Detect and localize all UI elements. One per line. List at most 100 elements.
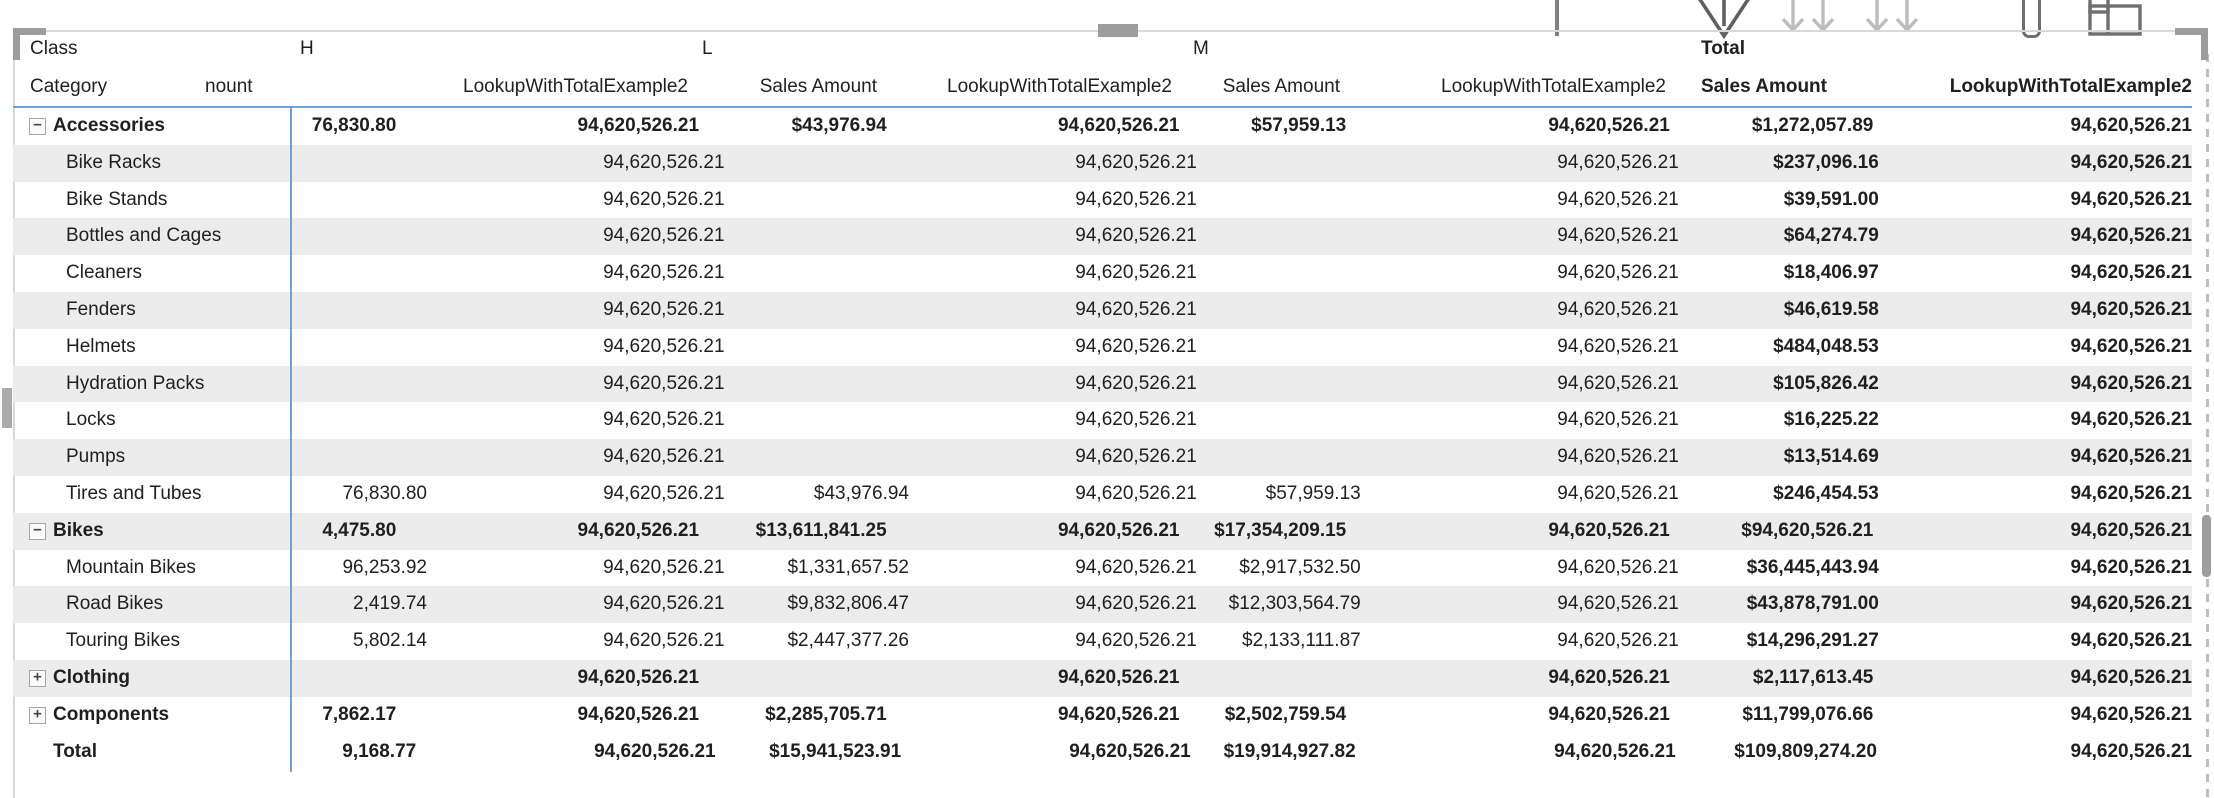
value-cell[interactable]: 94,620,526.21 [1557, 630, 1679, 652]
value-cell[interactable]: $46,619.58 [1783, 298, 1879, 320]
value-cell[interactable]: $39,591.00 [1783, 188, 1879, 210]
expand-toggle-icon[interactable]: + [29, 706, 46, 724]
value-cell[interactable]: 94,620,526.21 [1075, 225, 1197, 247]
matrix-row-road-bikes[interactable]: Road Bikes 2,419.74 94,620,526.21 $9,832,80… [13, 586, 2192, 624]
value-cell[interactable]: 94,620,526.21 [603, 151, 725, 173]
pin-icon[interactable] [2022, 0, 2041, 38]
value-cell[interactable]: 94,620,526.21 [603, 630, 725, 652]
value-cell[interactable] [1197, 255, 1361, 292]
matrix-row-tires-and-tubes[interactable]: Tires and Tubes 76,830.80 94,620,526.21 $43… [13, 476, 2192, 513]
value-cell[interactable] [725, 439, 909, 476]
value-cell[interactable] [1197, 145, 1361, 182]
matrix-row-touring-bikes[interactable]: Touring Bikes 5,802.14 94,620,526.21 $2,447… [13, 623, 2192, 660]
value-cell[interactable]: 94,620,526.21 [1075, 556, 1197, 578]
class-group-header-l[interactable]: L [702, 38, 713, 59]
value-cell[interactable]: $43,878,791.00 [1746, 593, 1879, 615]
value-cell[interactable]: 2,419.74 [353, 593, 427, 615]
row-header-road-bikes[interactable]: Road Bikes [13, 586, 336, 623]
value-cell[interactable]: $2,447,377.26 [787, 630, 909, 652]
value-cell[interactable]: 76,830.80 [311, 115, 397, 136]
value-cell[interactable]: 94,620,526.21 [1557, 556, 1679, 578]
value-cell[interactable]: 94,620,526.21 [2070, 666, 2192, 688]
value-cell[interactable] [1197, 292, 1361, 329]
row-header-bikes[interactable]: − Bikes [13, 513, 304, 550]
value-cell[interactable] [725, 145, 909, 182]
value-cell[interactable] [336, 329, 427, 366]
value-cell[interactable]: 9,168.77 [342, 740, 417, 762]
value-cell[interactable]: 94,620,526.21 [2070, 115, 2192, 136]
value-cell[interactable]: 94,620,526.21 [2070, 372, 2192, 394]
value-cell[interactable]: $17,354,209.15 [1214, 519, 1347, 541]
value-cell[interactable]: 94,620,526.21 [1075, 593, 1197, 615]
measure-header-5[interactable]: LookupWithTotalExample2 [1441, 76, 1666, 97]
row-header-bike-racks[interactable]: Bike Racks [13, 145, 336, 182]
value-cell[interactable]: 94,620,526.21 [1075, 630, 1197, 652]
measure-header-7[interactable]: LookupWithTotalExample2 [1949, 76, 2192, 97]
value-cell[interactable]: 7,862.17 [322, 703, 397, 725]
value-cell[interactable]: 94,620,526.21 [1557, 298, 1679, 320]
value-cell[interactable]: 94,620,526.21 [1075, 262, 1197, 284]
value-cell[interactable] [304, 660, 396, 697]
value-cell[interactable]: $12,303,564.79 [1228, 593, 1361, 615]
row-header-pumps[interactable]: Pumps [13, 439, 336, 476]
row-header-components[interactable]: + Components [13, 697, 304, 734]
value-cell[interactable]: 94,620,526.21 [1557, 482, 1679, 504]
value-cell[interactable]: 94,620,526.21 [1548, 703, 1670, 725]
matrix-row-total[interactable]: Total 9,168.77 94,620,526.21 $15,941,523.91… [13, 734, 2192, 771]
value-cell[interactable]: $94,620,526.21 [1741, 519, 1874, 541]
value-cell[interactable]: $57,959.13 [1251, 115, 1347, 136]
row-header-freeze-line[interactable] [290, 108, 292, 772]
value-cell[interactable]: $19,914,927.82 [1223, 740, 1356, 762]
drill-up-icon[interactable] [1555, 0, 1559, 36]
value-cell[interactable]: 94,620,526.21 [2070, 151, 2192, 173]
value-cell[interactable]: $2,117,613.45 [1752, 666, 1874, 688]
measure-header-2[interactable]: Sales Amount [759, 76, 877, 97]
row-header-touring-bikes[interactable]: Touring Bikes [13, 623, 336, 660]
value-cell[interactable]: 4,475.80 [322, 519, 397, 541]
value-cell[interactable]: 96,253.92 [342, 556, 427, 578]
value-cell[interactable]: 94,620,526.21 [1057, 666, 1180, 688]
matrix-row-bikes[interactable]: − Bikes 4,475.80 94,620,526.21 $13,611,841.2… [13, 512, 2192, 550]
value-cell[interactable] [1197, 366, 1361, 403]
value-cell[interactable]: 94,620,526.21 [603, 446, 725, 468]
value-cell[interactable]: 94,620,526.21 [1557, 225, 1679, 247]
resize-handle-top-left-v[interactable] [13, 28, 20, 60]
value-cell[interactable]: 94,620,526.21 [603, 298, 725, 320]
value-cell[interactable]: 94,620,526.21 [603, 409, 725, 431]
value-cell[interactable]: $13,611,841.25 [755, 519, 887, 541]
resize-handle-left-middle[interactable] [2, 388, 12, 428]
value-cell[interactable]: 94,620,526.21 [2070, 446, 2192, 468]
value-cell[interactable]: $13,514.69 [1783, 446, 1879, 468]
value-cell[interactable] [1197, 182, 1361, 219]
value-cell[interactable]: $57,959.13 [1265, 482, 1361, 504]
value-cell[interactable]: 94,620,526.21 [1548, 115, 1670, 136]
value-cell[interactable] [1179, 660, 1346, 697]
row-header-bottles-and-cages[interactable]: Bottles and Cages [13, 218, 336, 255]
value-cell[interactable]: 94,620,526.21 [1075, 298, 1197, 320]
value-cell[interactable] [336, 255, 427, 292]
value-cell[interactable]: $18,406.97 [1783, 262, 1879, 284]
row-header-bike-stands[interactable]: Bike Stands [13, 182, 336, 219]
value-cell[interactable]: 94,620,526.21 [603, 335, 725, 357]
value-cell[interactable]: 94,620,526.21 [1557, 151, 1679, 173]
value-cell[interactable] [336, 439, 427, 476]
value-cell[interactable] [725, 182, 909, 219]
value-cell[interactable]: 94,620,526.21 [603, 188, 725, 210]
value-cell[interactable]: $2,285,705.71 [765, 703, 887, 725]
value-cell[interactable]: 94,620,526.21 [1075, 335, 1197, 357]
value-cell[interactable]: 94,620,526.21 [2070, 409, 2192, 431]
resize-handle-top-right[interactable] [2175, 28, 2208, 35]
class-group-header-h[interactable]: H [300, 38, 314, 59]
value-cell[interactable] [725, 255, 909, 292]
value-cell[interactable]: 94,620,526.21 [1075, 188, 1197, 210]
value-cell[interactable]: 94,620,526.21 [1557, 372, 1679, 394]
value-cell[interactable]: 94,620,526.21 [577, 703, 700, 725]
value-cell[interactable]: $2,133,111.87 [1242, 630, 1361, 652]
value-cell[interactable]: 94,620,526.21 [577, 666, 700, 688]
row-header-cleaners[interactable]: Cleaners [13, 255, 336, 292]
value-cell[interactable]: 94,620,526.21 [1057, 519, 1180, 541]
value-cell[interactable]: 94,620,526.21 [1057, 115, 1180, 136]
row-header-locks[interactable]: Locks [13, 402, 336, 439]
value-cell[interactable]: 94,620,526.21 [1548, 666, 1670, 688]
value-cell[interactable] [725, 218, 909, 255]
